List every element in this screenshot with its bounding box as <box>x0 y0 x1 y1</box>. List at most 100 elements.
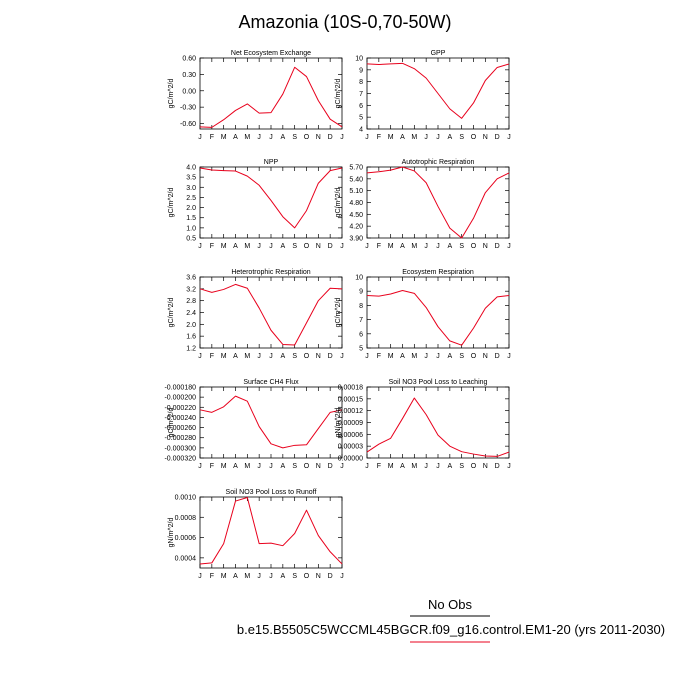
x-tick-label: M <box>244 243 250 250</box>
x-tick-label: N <box>483 243 488 250</box>
x-tick-label: M <box>388 134 394 141</box>
x-tick-label: M <box>244 573 250 580</box>
x-tick-label: J <box>198 463 202 470</box>
y-tick-label: 2.0 <box>186 322 196 329</box>
x-tick-label: J <box>424 353 428 360</box>
y-tick-label: 7 <box>359 91 363 98</box>
panels: Net Ecosystem Exchange gC/m^2/d -0.60 -0.30… <box>164 50 510 580</box>
x-tick-label: A <box>400 353 405 360</box>
y-tick-label: 4.20 <box>349 224 363 231</box>
y-tick-label: -0.60 <box>180 121 196 128</box>
y-tick-label: -0.000220 <box>164 405 196 412</box>
y-tick-label: 2.4 <box>186 310 196 317</box>
x-tick-label: N <box>483 353 488 360</box>
panel-soil-no3-pool-loss-to-runoff: Soil NO3 Pool Loss to RunoffgN/m^2/d0.00… <box>168 489 344 580</box>
series-line <box>199 66 343 128</box>
x-tick-label: D <box>328 243 333 250</box>
figure-title: Amazonia (10S-0,70-50W) <box>238 12 451 32</box>
x-tick-label: S <box>459 353 464 360</box>
y-tick-label: 1.5 <box>186 215 196 222</box>
x-tick-label: O <box>471 463 477 470</box>
x-tick-label: F <box>210 353 214 360</box>
x-tick-label: M <box>221 573 227 580</box>
plot-frame <box>199 57 343 130</box>
x-tick-label: D <box>495 243 500 250</box>
y-tick-label: 9 <box>359 289 363 296</box>
y-tick-label: 0.00009 <box>338 420 363 427</box>
x-tick-label: A <box>280 463 285 470</box>
x-tick-label: J <box>424 134 428 141</box>
x-tick-label: M <box>388 463 394 470</box>
y-axis-label: gC/m^2/d <box>335 188 342 218</box>
x-tick-label: J <box>198 353 202 360</box>
y-tick-label: 0.00015 <box>338 396 363 403</box>
panel-title: Surface CH4 Flux <box>243 379 299 386</box>
x-tick-label: M <box>221 134 227 141</box>
x-tick-label: F <box>377 353 381 360</box>
y-tick-label: 1.0 <box>186 225 196 232</box>
panel-title: GPP <box>431 50 446 57</box>
y-tick-label: 4.80 <box>349 200 363 207</box>
panel-title: Heterotrophic Respiration <box>231 269 310 276</box>
series-line <box>366 397 510 457</box>
y-tick-label: 10 <box>355 56 363 63</box>
x-tick-label: J <box>269 243 273 250</box>
x-tick-label: O <box>304 573 310 580</box>
x-tick-label: J <box>269 573 273 580</box>
x-tick-label: N <box>316 463 321 470</box>
series-line <box>366 62 510 119</box>
x-tick-label: J <box>269 353 273 360</box>
panel-title: Ecosystem Respiration <box>402 269 474 276</box>
x-tick-label: S <box>292 353 297 360</box>
x-tick-label: J <box>436 243 440 250</box>
x-tick-label: J <box>257 243 261 250</box>
y-axis-label: gC/m^2/d <box>168 298 175 328</box>
x-tick-label: A <box>233 243 238 250</box>
x-tick-label: S <box>292 243 297 250</box>
x-tick-label: J <box>365 463 369 470</box>
x-tick-label: A <box>447 134 452 141</box>
x-tick-label: D <box>495 463 500 470</box>
y-tick-label: -0.000260 <box>164 425 196 432</box>
y-tick-label: 3.6 <box>186 275 196 282</box>
y-tick-label: 9 <box>359 67 363 74</box>
x-tick-label: F <box>210 463 214 470</box>
x-tick-label: N <box>483 134 488 141</box>
x-tick-label: J <box>424 463 428 470</box>
x-tick-label: A <box>233 573 238 580</box>
y-tick-label: -0.000200 <box>164 395 196 402</box>
x-tick-label: M <box>411 243 417 250</box>
x-tick-label: A <box>233 134 238 141</box>
series-line <box>199 497 343 565</box>
x-tick-label: S <box>292 134 297 141</box>
x-tick-label: J <box>340 463 344 470</box>
y-axis-label: gC/m^2/d <box>168 408 175 438</box>
panel-soil-no3-pool-loss-to-leaching: Soil NO3 Pool Loss to LeachinggN/m^2/d0.… <box>335 379 511 470</box>
x-tick-label: J <box>340 353 344 360</box>
y-tick-label: 8 <box>359 79 363 86</box>
x-tick-label: J <box>365 243 369 250</box>
y-tick-label: 3.2 <box>186 286 196 293</box>
x-tick-label: J <box>269 463 273 470</box>
y-tick-label: 6 <box>359 331 363 338</box>
x-tick-label: J <box>507 134 511 141</box>
y-tick-label: 0.00012 <box>338 408 363 415</box>
x-tick-label: J <box>257 463 261 470</box>
x-tick-label: A <box>280 134 285 141</box>
x-tick-label: N <box>316 243 321 250</box>
plot-frame <box>366 166 510 239</box>
y-tick-label: 8 <box>359 303 363 310</box>
legend: No Obs b.e15.B5505C5WCCML45BGCR.f09_g16.… <box>237 597 665 643</box>
x-tick-label: S <box>459 243 464 250</box>
x-tick-label: J <box>424 243 428 250</box>
x-tick-label: M <box>411 353 417 360</box>
x-tick-label: J <box>436 463 440 470</box>
x-tick-label: M <box>221 463 227 470</box>
x-tick-label: M <box>388 353 394 360</box>
x-tick-label: F <box>210 134 214 141</box>
x-tick-label: A <box>447 463 452 470</box>
y-tick-label: 0.60 <box>182 56 196 63</box>
x-tick-label: J <box>340 573 344 580</box>
